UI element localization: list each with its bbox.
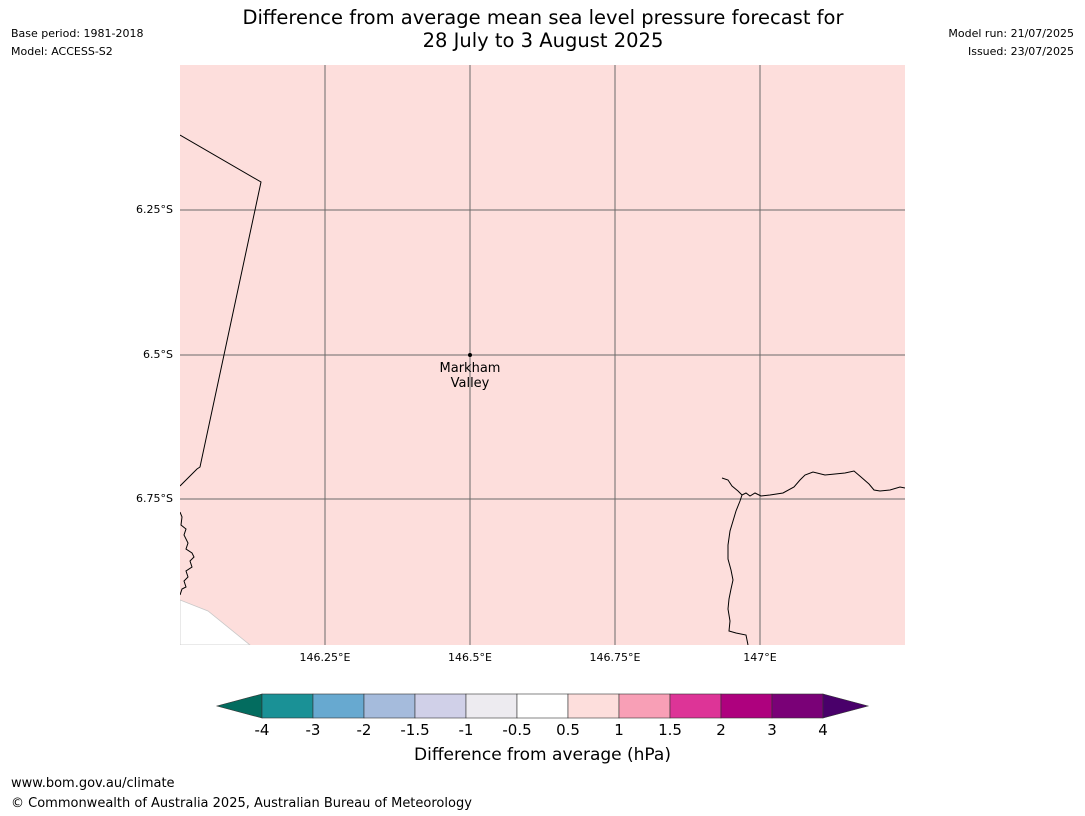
meta-right: Model run: 21/07/2025 Issued: 23/07/2025 (948, 25, 1074, 61)
place-name-line-1: Markham (439, 361, 501, 376)
title-line-2: 28 July to 3 August 2025 (422, 29, 664, 52)
place-name-line-2: Valley (450, 376, 490, 391)
colorbar-segment (618, 693, 671, 719)
colorbar-label: Difference from average (hPa) (414, 745, 671, 765)
colorbar-tick-label: 4 (818, 721, 828, 739)
lon-label-147: 147°E (743, 651, 777, 664)
colorbar-tick-label: 1.5 (658, 721, 682, 739)
coastline-east-inlet (727, 494, 749, 645)
colorbar-tick-label: -2 (356, 721, 372, 739)
colorbar-tick-label: 1 (614, 721, 624, 739)
lon-label-146-25: 146.25°E (299, 651, 351, 664)
lat-label-6-25: 6.25°S (136, 203, 173, 216)
lat-label-6-75: 6.75°S (136, 492, 173, 505)
colorbar-segment (363, 693, 416, 719)
province-border (180, 134, 262, 487)
coastline-west (180, 511, 195, 596)
colorbar-tick-label: -1 (458, 721, 474, 739)
meta-left: Base period: 1981-2018 Model: ACCESS-S2 (11, 25, 143, 61)
place-label-markham-valley: Markham Valley (440, 361, 501, 391)
colorbar-segment (414, 693, 467, 719)
coastline-east (721, 470, 905, 497)
colorbar-segment (465, 693, 518, 719)
issued-date: Issued: 23/07/2025 (967, 45, 1074, 58)
colorbar-tick-label: -4 (254, 721, 270, 739)
colorbar-under-arrow (215, 693, 263, 719)
colorbar-tick-label: -3 (305, 721, 321, 739)
footer-copyright: © Commonwealth of Australia 2025, Austra… (11, 796, 472, 811)
colorbar-segment (516, 693, 569, 719)
colorbar-segment (771, 693, 824, 719)
colorbar-segment (720, 693, 773, 719)
place-marker-dot (468, 353, 472, 357)
model-name: Model: ACCESS-S2 (11, 45, 113, 58)
colorbar-segment (261, 693, 314, 719)
colorbar-segment (567, 693, 620, 719)
colorbar-over-arrow (822, 693, 870, 719)
lon-label-146-75: 146.75°E (589, 651, 641, 664)
map-title: Difference from average mean sea level p… (180, 6, 906, 52)
southwest-edge (180, 599, 251, 645)
colorbar-segment (669, 693, 722, 719)
model-run: Model run: 21/07/2025 (948, 27, 1074, 40)
colorbar-tick-label: 2 (716, 721, 726, 739)
colorbar-tick-label: 3 (767, 721, 777, 739)
footer-url[interactable]: www.bom.gov.au/climate (11, 776, 175, 791)
colorbar-tick-label: -1.5 (400, 721, 430, 739)
base-period: Base period: 1981-2018 (11, 27, 144, 40)
map-svg (180, 65, 905, 645)
colorbar-segment (312, 693, 365, 719)
lon-label-146-5: 146.5°E (448, 651, 492, 664)
title-line-1: Difference from average mean sea level p… (242, 6, 844, 29)
colorbar-tick-label: 0.5 (556, 721, 580, 739)
colorbar (215, 693, 870, 719)
colorbar-tick-label: -0.5 (502, 721, 532, 739)
map-area[interactable] (180, 65, 905, 645)
lat-label-6-5: 6.5°S (143, 348, 173, 361)
